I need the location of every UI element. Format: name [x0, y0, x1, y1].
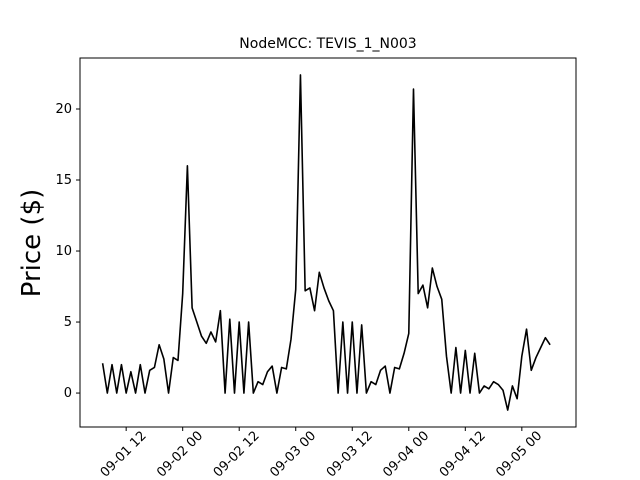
x-tick-label: 09-03 00	[267, 429, 319, 480]
y-tick-label: 5	[64, 315, 72, 330]
y-tick-label: 20	[55, 102, 72, 117]
chart-title: NodeMCC: TEVIS_1_N003	[239, 36, 416, 52]
x-tick-label: 09-02 12	[211, 429, 263, 480]
x-tick-label: 09-03 12	[324, 429, 376, 480]
x-tick-label: 09-01 12	[98, 429, 150, 480]
y-tick-label: 15	[55, 173, 72, 188]
y-tick-label: 0	[64, 386, 72, 401]
x-tick-label: 09-04 00	[380, 429, 432, 480]
x-tick-label: 09-02 00	[154, 429, 206, 480]
x-tick-label: 09-05 00	[493, 429, 545, 480]
plot-frame	[79, 57, 577, 428]
y-tick-label: 10	[55, 244, 72, 259]
y-axis-label: Price ($)	[17, 189, 47, 298]
line-series	[101, 74, 551, 411]
x-tick-label: 09-04 12	[437, 429, 489, 480]
